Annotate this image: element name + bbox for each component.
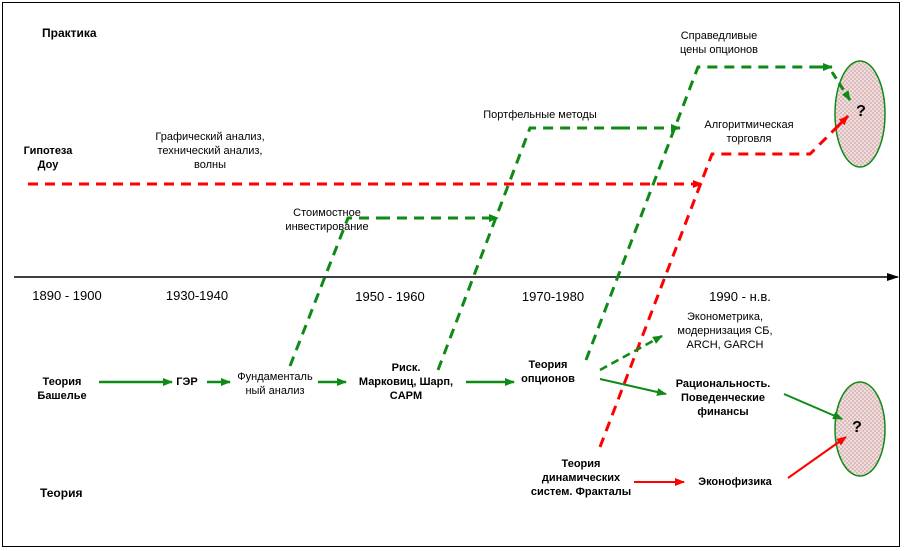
portfolio-methods-label: Портфельные методы xyxy=(483,109,597,121)
econophysics-node: Эконофизика xyxy=(698,476,772,488)
options-to-rationality-arrow xyxy=(599,378,667,396)
theory-question-mark: ? xyxy=(852,419,862,436)
bachelier-theory-node: Теория Башелье xyxy=(37,376,87,402)
fundamental-to-value-line xyxy=(288,216,380,367)
fundamental-analysis-node: Фундаменталь ный анализ xyxy=(237,371,313,397)
theory-label: Теория xyxy=(40,486,83,500)
algo-trading-label: Алгоритмическая торговля xyxy=(704,119,794,145)
period-1890: 1890 - 1900 xyxy=(32,288,102,303)
period-1990: 1990 - н.в. xyxy=(709,289,771,304)
period-1950: 1950 - 1960 xyxy=(355,289,425,304)
practice-question-mark: ? xyxy=(856,103,866,120)
gar-node: ГЭР xyxy=(176,376,198,388)
algo-to-question-arrow xyxy=(834,114,850,130)
graphic-analysis-label: Графический анализ, технический анализ, … xyxy=(155,131,265,171)
options-to-econometrics-arrow xyxy=(599,334,663,372)
period-1930: 1930-1940 xyxy=(165,288,229,303)
econometrics-node: Эконометрика, модернизация СБ, ARCH, GAR… xyxy=(677,311,773,351)
rationality-to-question-arrow xyxy=(783,393,843,420)
fair-option-prices-label: Справедливые цены опционов xyxy=(679,30,759,56)
risk-to-portfolio-line xyxy=(436,126,620,371)
options-to-fair-prices-line xyxy=(584,65,822,361)
fair-prices-to-question-arrow xyxy=(830,71,852,101)
econophysics-to-question-arrow xyxy=(787,436,847,479)
practice-label: Практика xyxy=(42,26,97,40)
theory-question-ellipse xyxy=(834,381,886,477)
fractals-to-algo-line xyxy=(598,124,840,448)
rationality-node: Рациональность. Поведенческие финансы xyxy=(675,378,771,418)
practice-question-ellipse xyxy=(834,60,886,168)
options-theory-node: Теория опционов xyxy=(521,359,575,385)
risk-markowitz-node: Риск. Марковиц, Шарп, CAPM xyxy=(358,362,454,402)
dynamic-systems-node: Теория динамических систем. Фракталы xyxy=(530,458,632,498)
dow-hypothesis-label: Гипотеза Доу xyxy=(23,145,73,171)
value-investing-label: Стоимостное инвестирование xyxy=(285,207,369,233)
period-1970: 1970-1980 xyxy=(521,289,585,304)
